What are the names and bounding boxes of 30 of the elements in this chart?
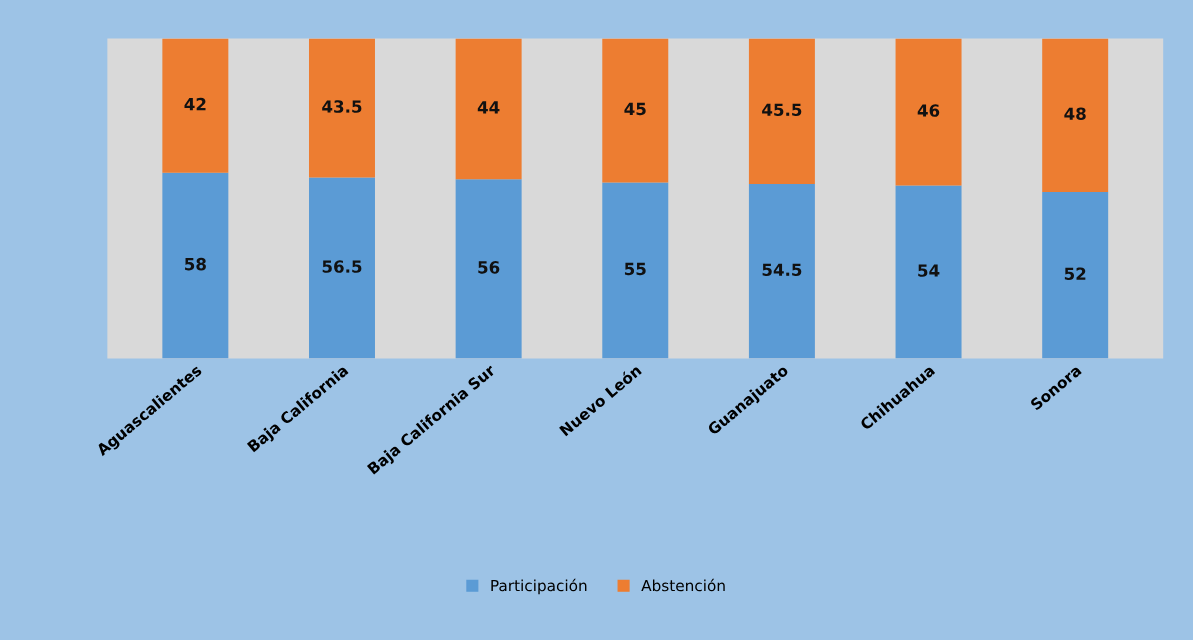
bar	[602, 38, 669, 183]
bar	[602, 182, 669, 359]
legend-label: Abstención	[641, 578, 725, 592]
data-label: 44	[477, 101, 500, 114]
bar	[455, 179, 522, 359]
data-label: 43.5	[322, 100, 362, 113]
legend-label: Participación	[491, 578, 587, 595]
bar	[748, 38, 815, 184]
bar	[162, 38, 229, 173]
data-label: 54.5	[762, 263, 802, 277]
bar	[455, 38, 522, 180]
data-label: 52	[1064, 267, 1086, 281]
data-label: 58	[185, 257, 206, 271]
bar	[1042, 38, 1109, 192]
data-label: 46	[917, 104, 940, 117]
data-label: 48	[1064, 107, 1086, 121]
bar	[1042, 192, 1109, 359]
bar	[309, 38, 375, 178]
data-label: 56	[478, 261, 500, 274]
data-label: 55	[624, 262, 646, 276]
bar	[895, 185, 962, 359]
bar	[162, 172, 229, 359]
data-label: 42	[184, 97, 206, 111]
bar	[895, 38, 962, 186]
bar	[309, 177, 375, 359]
data-label: 56.5	[322, 260, 362, 273]
bar	[748, 184, 815, 359]
data-label: 45	[624, 102, 646, 116]
data-label: 45.5	[762, 103, 802, 117]
data-label: 54	[918, 264, 940, 277]
